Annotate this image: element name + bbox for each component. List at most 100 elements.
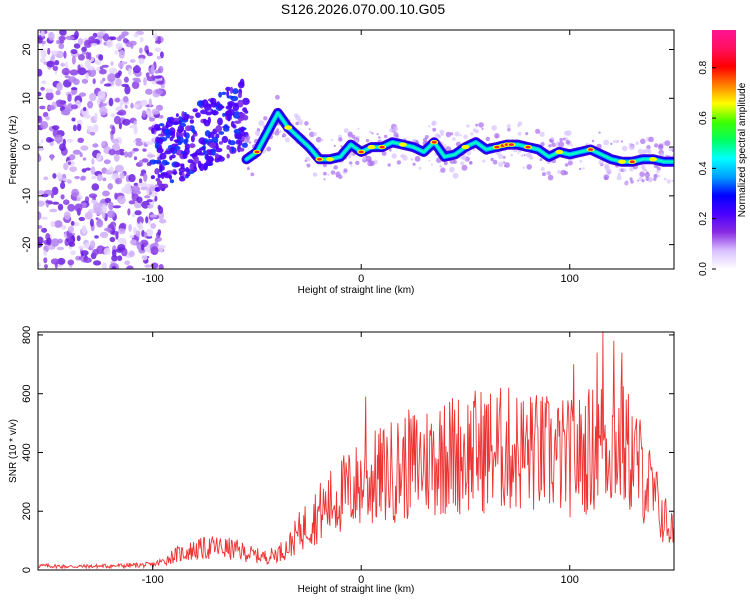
noise-blob	[143, 77, 147, 86]
cluster-blob	[214, 153, 219, 159]
noise-blob	[65, 61, 69, 70]
noise-blob	[101, 262, 107, 269]
noise-blob	[42, 111, 49, 118]
noise-blob	[111, 138, 120, 144]
noise-blob	[124, 85, 131, 95]
noise-blob	[78, 216, 86, 222]
noise-blob	[45, 200, 53, 204]
noise-blob	[154, 40, 162, 44]
noise-blob	[144, 195, 151, 199]
snr-panel: -100 0 100 0 200 400 600 800 Height of straigh…	[8, 326, 675, 595]
ridge-halo	[535, 128, 541, 134]
ridge-halo	[258, 120, 265, 127]
cluster-blob	[226, 90, 230, 97]
noise-blob	[71, 117, 76, 122]
y-tick-label: 0	[21, 567, 33, 573]
noise-blob	[114, 150, 124, 155]
ridge-halo	[603, 174, 610, 181]
noise-blob	[92, 124, 99, 133]
noise-blob	[114, 192, 118, 200]
ridge-halo	[333, 165, 338, 170]
ridge-halo	[620, 140, 624, 143]
noise-blob	[94, 235, 99, 239]
cluster-blob	[228, 140, 236, 146]
noise-blob	[61, 67, 71, 76]
ridge-halo	[604, 163, 610, 169]
noise-blob	[81, 78, 89, 84]
cluster-blob	[189, 143, 196, 149]
ridge-halo	[540, 167, 545, 171]
noise-blob	[138, 178, 143, 184]
noise-blob	[108, 201, 114, 211]
noise-blob	[154, 70, 160, 74]
noise-blob	[69, 69, 79, 76]
ridge-halo	[244, 137, 250, 143]
cluster-blob	[158, 123, 165, 127]
cluster-blob	[177, 141, 182, 146]
cluster-blob	[195, 112, 201, 118]
ridge-peak	[317, 158, 322, 161]
ridge-halo	[452, 137, 456, 141]
noise-blob	[135, 138, 142, 142]
noise-blob	[78, 54, 85, 61]
noise-blob	[54, 60, 60, 66]
noise-blob	[129, 59, 136, 63]
ridge-halo	[507, 128, 511, 132]
ridge-halo	[308, 128, 311, 131]
cluster-blob	[221, 135, 229, 144]
figure-title: S126.2026.070.00.10.G05	[281, 1, 445, 17]
cluster-blob	[229, 86, 234, 94]
noise-blob	[82, 157, 87, 161]
noise-blob	[91, 183, 100, 191]
cluster-blob	[179, 132, 184, 138]
noise-blob	[83, 39, 93, 48]
noise-blob	[51, 238, 60, 247]
cluster-blob	[197, 160, 202, 169]
noise-blob	[115, 42, 123, 51]
colorbar-label: Normalized spectral amplitude	[737, 82, 748, 217]
ridge-halo	[668, 147, 673, 152]
noise-blob	[96, 98, 101, 106]
cluster-blob	[205, 158, 213, 167]
ridge-halo	[338, 137, 343, 142]
noise-blob	[114, 177, 123, 185]
noise-blob	[136, 216, 144, 225]
cluster-blob	[214, 102, 218, 107]
cluster-blob	[183, 138, 188, 145]
noise-blob	[101, 141, 106, 146]
cluster-blob	[208, 142, 217, 149]
noise-blob	[76, 123, 82, 132]
noise-blob	[124, 260, 131, 266]
cluster-blob	[158, 184, 164, 190]
noise-blob	[38, 200, 45, 207]
noise-blob	[151, 64, 155, 73]
noise-blob	[87, 125, 94, 132]
cluster-blob	[154, 168, 160, 175]
ridge-halo	[565, 140, 571, 145]
colorbar-tick-label: 0.2	[698, 211, 709, 225]
cluster-blob	[153, 159, 162, 164]
noise-blob	[111, 249, 117, 257]
cluster-blob	[225, 105, 232, 110]
ridge-halo	[369, 160, 375, 167]
cluster-blob	[232, 104, 240, 112]
noise-blob	[38, 142, 41, 147]
ridge-halo	[449, 166, 455, 173]
noise-blob	[38, 211, 42, 221]
cluster-blob	[185, 167, 190, 173]
noise-blob	[62, 178, 69, 182]
cluster-blob	[237, 92, 242, 99]
noise-blob	[40, 139, 44, 143]
noise-blob	[133, 103, 140, 109]
cluster-blob	[237, 81, 245, 89]
noise-blob	[106, 39, 113, 48]
noise-blob	[83, 114, 92, 119]
ridge-halo	[582, 167, 585, 170]
cluster-blob	[227, 108, 235, 116]
noise-blob	[52, 65, 59, 71]
noise-blob	[87, 100, 94, 109]
ridge-hotspot	[398, 142, 407, 147]
ridge-hotspot	[555, 149, 564, 155]
noise-blob	[146, 76, 154, 82]
noise-blob	[116, 111, 124, 116]
